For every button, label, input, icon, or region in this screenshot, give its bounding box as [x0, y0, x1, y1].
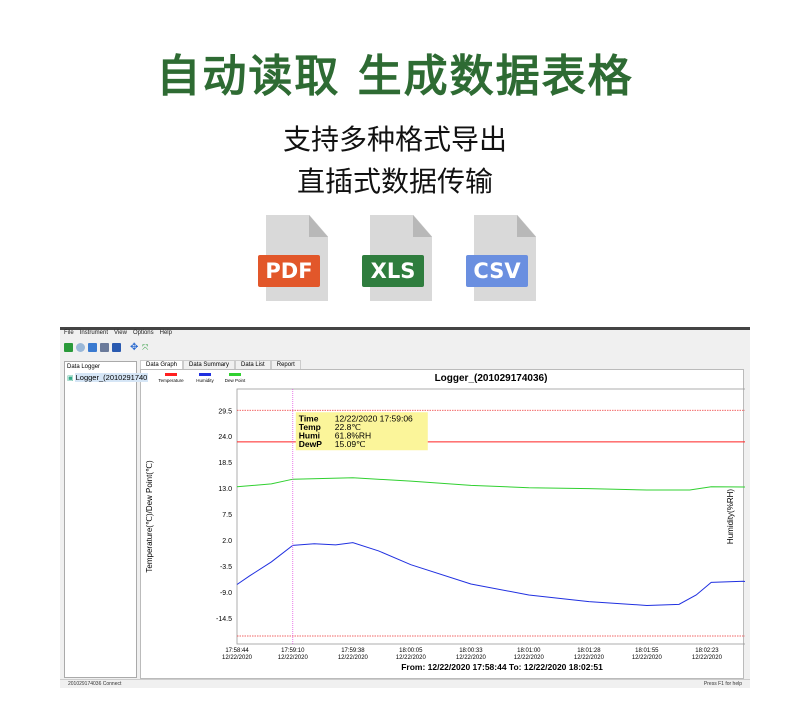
app-window: File Instrument View Options Help ✥ ⤧ Da…	[60, 327, 785, 688]
tooltip-value: 15.09℃	[335, 439, 366, 449]
x-tick-date: 12/22/2020	[278, 655, 309, 661]
tab-report[interactable]: Report	[270, 360, 301, 369]
legend-swatch-1	[199, 373, 211, 376]
y-left-tick: 13.0	[218, 486, 232, 493]
x-tick-time: 17:59:38	[341, 648, 365, 654]
zoom-fit-icon[interactable]: ⤧	[142, 342, 149, 352]
tooltip-key: DewP	[299, 439, 322, 449]
x-tick-date: 12/22/2020	[514, 655, 545, 661]
graph-panel: Logger_(201029174036) Temperature Humidity…	[140, 369, 785, 680]
logger-icon: ▣	[67, 374, 74, 382]
toolbar: ✥ ⤧	[60, 340, 750, 354]
x-tick-date: 12/22/2020	[632, 655, 663, 661]
status-connection: 201029174036 Connect	[68, 681, 122, 687]
series-line-dew-point	[236, 477, 768, 491]
print-icon[interactable]	[100, 342, 109, 352]
y-left-tick: -9.0	[220, 590, 232, 597]
move-icon[interactable]: ✥	[130, 341, 139, 353]
tab-bar: Data Graph Data Summary Data List Report	[140, 360, 301, 369]
y-left-tick: 2.0	[222, 538, 232, 545]
tab-data-graph[interactable]: Data Graph	[140, 360, 184, 369]
y-left-label: Temperature(℃)/Dew Point(℃)	[145, 460, 154, 573]
menu-instrument[interactable]: Instrument	[79, 330, 109, 336]
status-help: Press F1 for help	[703, 681, 742, 687]
y-right-label: Humidity(%RH)	[726, 489, 735, 544]
tooltip-key: Time	[299, 413, 319, 423]
x-tick-time: 18:01:00	[517, 648, 541, 654]
x-tick-time: 18:01:55	[635, 648, 659, 654]
banner-title: 自动读取 生成数据表格	[156, 51, 634, 102]
x-tick-date: 12/22/2020	[396, 655, 427, 661]
y-left-tick: -3.5	[220, 564, 232, 571]
legend-label-0: Temperature	[158, 378, 184, 383]
tree-header: Data Logger	[67, 364, 101, 370]
x-tick-time: 18:01:28	[577, 648, 601, 654]
erase-icon[interactable]	[76, 342, 85, 352]
download-icon[interactable]	[64, 342, 73, 352]
menu-bar: File Instrument View Options Help	[60, 330, 750, 340]
y-left-tick: 29.5	[218, 408, 232, 415]
y-left-tick: 18.5	[218, 460, 232, 467]
x-tick-time: 18:00:05	[399, 648, 423, 654]
legend-label-1: Humidity	[196, 378, 214, 383]
tooltip-value: 12/22/2020 17:59:06	[335, 413, 413, 423]
series-line-humidity	[236, 542, 768, 606]
tooltip-value: 22.8℃	[335, 422, 362, 432]
tooltip-key: Temp	[299, 422, 321, 432]
data-graph-chart[interactable]: Logger_(201029174036) Temperature Humidity…	[141, 370, 785, 680]
chart-footer: From: 12/22/2020 17:58:44 To: 12/22/2020…	[401, 662, 603, 672]
y-left-tick: 24.0	[218, 434, 232, 441]
x-tick-time: 17:58:44	[225, 648, 249, 654]
chart-title: Logger_(201029174036)	[435, 373, 548, 384]
legend-label-2: Dew Point	[225, 378, 246, 383]
tooltip-value: 61.8%RH	[335, 430, 371, 440]
x-tick-time: 18:00:33	[459, 648, 483, 654]
tab-data-list[interactable]: Data List	[235, 360, 271, 369]
x-tick-date: 12/22/2020	[456, 655, 487, 661]
tooltip-box	[295, 412, 428, 451]
x-tick-date: 12/22/2020	[574, 655, 605, 661]
tab-data-summary[interactable]: Data Summary	[183, 360, 236, 369]
xls-file-icon: XLS	[362, 215, 432, 303]
csv-file-icon: CSV	[466, 215, 536, 303]
status-bar: 201029174036 Connect Press F1 for help	[60, 679, 750, 688]
settings-icon[interactable]	[112, 342, 121, 352]
banner-line-2: 直插式数据传输	[296, 165, 493, 198]
pdf-file-icon: PDF	[258, 215, 328, 303]
y-left-tick: -14.5	[216, 616, 232, 623]
tree-item-logger[interactable]: ▣ Logger_(2010291740	[67, 373, 149, 382]
y-left-tick: 7.5	[222, 512, 232, 519]
menu-options[interactable]: Options	[132, 330, 154, 336]
tree-item-label: Logger_(2010291740	[74, 373, 149, 382]
x-tick-date: 12/22/2020	[692, 655, 723, 661]
x-tick-date: 12/22/2020	[222, 655, 253, 661]
menu-file[interactable]: File	[64, 330, 74, 336]
tooltip-key: Humi	[299, 430, 320, 440]
menu-view[interactable]: View	[114, 330, 127, 336]
legend-swatch-0	[165, 373, 177, 376]
x-tick-time: 18:02:23	[695, 648, 719, 654]
x-tick-date: 12/22/2020	[338, 655, 369, 661]
save-icon[interactable]	[88, 342, 97, 352]
menu-help[interactable]: Help	[159, 330, 172, 336]
legend-swatch-2	[229, 373, 241, 376]
data-logger-tree: Data Logger ▣ Logger_(2010291740	[64, 361, 149, 678]
x-tick-time: 17:59:10	[281, 648, 305, 654]
banner-line-1: 支持多种格式导出	[282, 123, 507, 156]
